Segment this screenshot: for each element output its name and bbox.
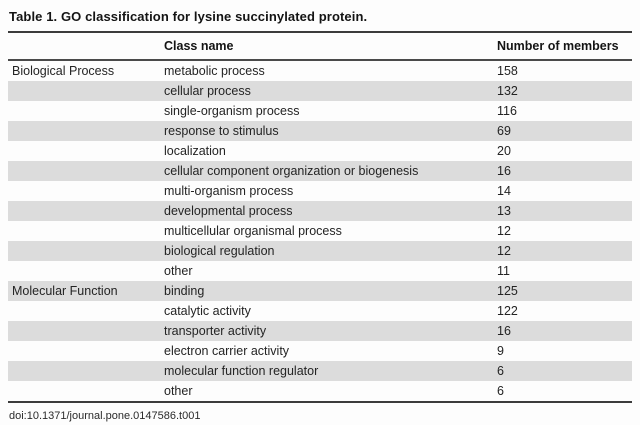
members-cell: 11: [497, 264, 510, 278]
table-row: other 6: [8, 381, 632, 402]
class-name-cell: multicellular organismal process: [164, 224, 342, 238]
class-name-cell: cellular component organization or bioge…: [164, 164, 419, 178]
class-name-cell: electron carrier activity: [164, 344, 290, 358]
header-category: [8, 32, 160, 61]
table-row: molecular function regulator 6: [8, 361, 632, 381]
class-name-cell: molecular function regulator: [164, 364, 319, 378]
members-cell: 12: [497, 244, 511, 258]
members-cell: 16: [497, 324, 511, 338]
table-row: Molecular Function binding 125: [8, 281, 632, 301]
class-name-cell: biological regulation: [164, 244, 275, 258]
category-cell: [8, 181, 160, 201]
header-class-name: Class name: [160, 32, 493, 61]
class-name-cell: other: [164, 264, 193, 278]
category-cell: [8, 101, 160, 121]
table-body: Biological Process metabolic process 158…: [8, 60, 632, 402]
members-cell: 122: [497, 304, 518, 318]
class-name-cell: cellular process: [164, 84, 251, 98]
table-row: localization 20: [8, 141, 632, 161]
header-row: Class name Number of members: [8, 32, 632, 61]
table-row: multi-organism process 14: [8, 181, 632, 201]
members-cell: 132: [497, 84, 518, 98]
table-row: catalytic activity 122: [8, 301, 632, 321]
class-name-cell: response to stimulus: [164, 124, 279, 138]
doi-footer: doi:10.1371/journal.pone.0147586.t001: [9, 410, 201, 422]
category-cell: [8, 241, 160, 261]
class-name-cell: multi-organism process: [164, 184, 294, 198]
table-row: cellular process 132: [8, 81, 632, 101]
class-name-cell: localization: [164, 144, 226, 158]
members-cell: 13: [497, 204, 511, 218]
category-cell: [8, 141, 160, 161]
table-row: biological regulation 12: [8, 241, 632, 261]
category-cell: [8, 221, 160, 241]
category-cell: [8, 81, 160, 101]
members-cell: 16: [497, 164, 511, 178]
class-name-cell: catalytic activity: [164, 304, 251, 318]
table-row: other 11: [8, 261, 632, 281]
category-cell: [8, 321, 160, 341]
category-cell: Biological Process: [12, 64, 115, 78]
category-cell: [8, 381, 160, 402]
table-row: electron carrier activity 9: [8, 341, 632, 361]
table-row: developmental process 13: [8, 201, 632, 221]
members-cell: 69: [497, 124, 511, 138]
members-cell: 6: [497, 384, 504, 398]
class-name-cell: metabolic process: [164, 64, 265, 78]
members-cell: 20: [497, 144, 511, 158]
class-name-cell: binding: [164, 284, 205, 298]
class-name-cell: developmental process: [164, 204, 293, 218]
category-cell: [8, 261, 160, 281]
table-row: transporter activity 16: [8, 321, 632, 341]
class-name-cell: transporter activity: [164, 324, 267, 338]
members-cell: 12: [497, 224, 511, 238]
header-number-of-members: Number of members: [493, 32, 632, 61]
go-classification-table: Class name Number of members Biological …: [8, 31, 632, 403]
table-row: multicellular organismal process 12: [8, 221, 632, 241]
members-cell: 14: [497, 184, 511, 198]
category-cell: Molecular Function: [12, 284, 118, 298]
category-cell: [8, 201, 160, 221]
category-cell: [8, 361, 160, 381]
category-cell: [8, 301, 160, 321]
members-cell: 158: [497, 64, 518, 78]
class-name-cell: other: [164, 384, 193, 398]
table-row: Biological Process metabolic process 158: [8, 60, 632, 81]
members-cell: 6: [497, 364, 504, 378]
table-title: Table 1. GO classification for lysine su…: [9, 9, 368, 24]
table-row: response to stimulus 69: [8, 121, 632, 141]
members-cell: 116: [497, 104, 517, 118]
table-row: cellular component organization or bioge…: [8, 161, 632, 181]
members-cell: 125: [497, 284, 518, 298]
category-cell: [8, 161, 160, 181]
members-cell: 9: [497, 344, 504, 358]
class-name-cell: single-organism process: [164, 104, 300, 118]
table-row: single-organism process 116: [8, 101, 632, 121]
category-cell: [8, 121, 160, 141]
category-cell: [8, 341, 160, 361]
